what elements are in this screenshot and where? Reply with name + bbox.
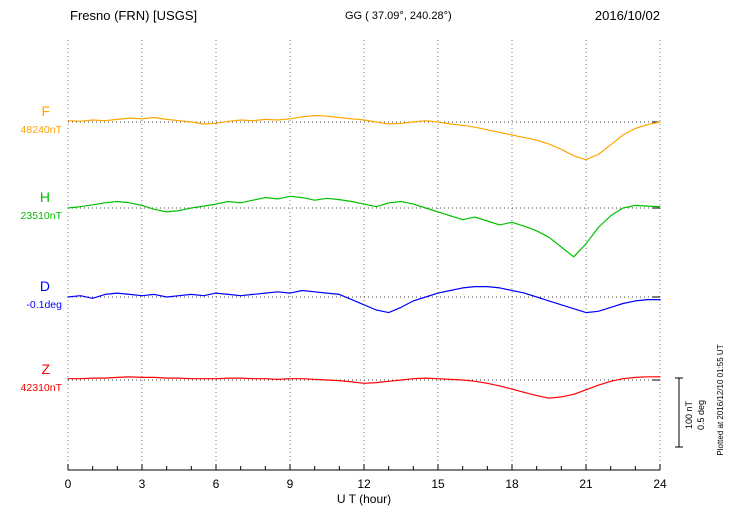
series-label-d: D -0.1deg — [0, 278, 62, 312]
series-z-baseline-value: 42310nT — [20, 382, 62, 394]
x-tick-label: 0 — [64, 477, 72, 491]
trace-Z — [67, 376, 661, 399]
series-h-baseline-value: 23510nT — [20, 210, 62, 222]
series-f-baseline-value: 48240nT — [20, 124, 62, 136]
x-tick-label: 9 — [286, 477, 294, 491]
x-tick-label: 18 — [505, 477, 519, 491]
trace-F — [67, 114, 661, 161]
x-tick-label: 6 — [212, 477, 220, 491]
x-tick-label: 21 — [579, 477, 593, 491]
geographic-coords: GG ( 37.09°, 240.28°) — [345, 10, 452, 22]
plot-date: 2016/10/02 — [594, 8, 660, 23]
x-axis-label: U T (hour) — [336, 492, 392, 506]
x-tick-label: 3 — [138, 477, 146, 491]
plotted-at-note: Plotted at 2016/12/10 01:55 UT — [716, 344, 725, 456]
station-title: Fresno (FRN) [USGS] — [70, 8, 198, 23]
series-d-baseline-value: -0.1deg — [26, 299, 62, 311]
series-h-letter: H — [39, 189, 50, 205]
series-label-h: H 23510nT — [0, 189, 62, 223]
trace-H — [67, 195, 661, 258]
x-tick-label: 24 — [653, 477, 667, 491]
series-label-f: F 48240nT — [0, 103, 62, 137]
series-label-z: Z 42310nT — [0, 361, 62, 395]
series-z-letter: Z — [41, 361, 50, 377]
scale-bar-deg-label: 0.5 deg — [696, 399, 706, 431]
series-f-letter: F — [41, 103, 50, 119]
trace-D — [67, 286, 661, 314]
x-tick-label: 12 — [357, 477, 371, 491]
series-d-letter: D — [39, 278, 50, 294]
scale-bar-nt-label: 100 nT — [684, 400, 694, 430]
x-tick-label: 15 — [431, 477, 445, 491]
